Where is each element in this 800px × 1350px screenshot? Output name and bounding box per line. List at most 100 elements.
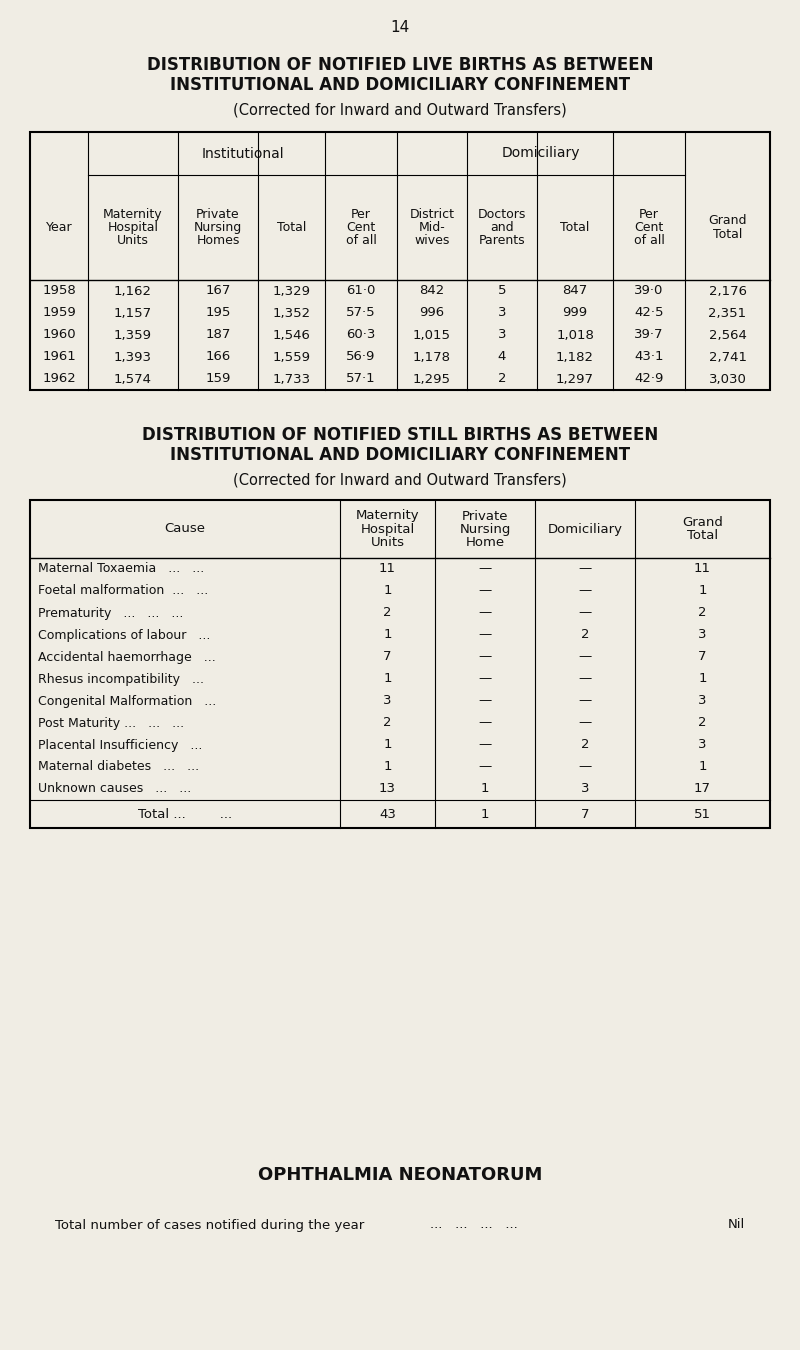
Text: 1,359: 1,359 <box>114 328 152 342</box>
Text: Private: Private <box>196 208 240 221</box>
Text: 3,030: 3,030 <box>709 373 746 386</box>
Text: 1: 1 <box>383 760 392 774</box>
Text: Hospital: Hospital <box>360 522 414 536</box>
Text: 14: 14 <box>390 20 410 35</box>
Text: 166: 166 <box>206 351 230 363</box>
Text: Nursing: Nursing <box>459 522 510 536</box>
Text: 1,178: 1,178 <box>413 351 451 363</box>
Text: 2: 2 <box>581 738 590 752</box>
Bar <box>30 132 770 390</box>
Text: 1,329: 1,329 <box>273 285 310 297</box>
Text: Units: Units <box>117 234 149 247</box>
Text: 1,182: 1,182 <box>556 351 594 363</box>
Text: 57·5: 57·5 <box>346 306 376 320</box>
Text: Total ...        ...: Total ... ... <box>138 807 232 821</box>
Text: Institutional: Institutional <box>201 147 284 161</box>
Text: Nil: Nil <box>728 1219 745 1231</box>
Text: 3: 3 <box>698 629 706 641</box>
Text: —: — <box>578 760 592 774</box>
Text: 7: 7 <box>383 651 392 663</box>
Text: —: — <box>478 585 492 598</box>
Text: 2: 2 <box>498 373 506 386</box>
Text: 39·7: 39·7 <box>634 328 664 342</box>
Text: 1,352: 1,352 <box>273 306 310 320</box>
Text: Post Maturity ...   ...   ...: Post Maturity ... ... ... <box>38 717 184 729</box>
Text: 195: 195 <box>206 306 230 320</box>
Text: Per: Per <box>639 208 659 221</box>
Text: Nursing: Nursing <box>194 221 242 234</box>
Text: 1: 1 <box>383 585 392 598</box>
Text: 1: 1 <box>698 585 706 598</box>
Text: 2,176: 2,176 <box>709 285 746 297</box>
Text: Units: Units <box>370 536 405 548</box>
Text: Maternity: Maternity <box>103 208 163 221</box>
Text: 1,546: 1,546 <box>273 328 310 342</box>
Text: 2,351: 2,351 <box>709 306 746 320</box>
Text: INSTITUTIONAL AND DOMICILIARY CONFINEMENT: INSTITUTIONAL AND DOMICILIARY CONFINEMEN… <box>170 76 630 95</box>
Text: Total: Total <box>277 221 306 234</box>
Text: 2: 2 <box>383 717 392 729</box>
Text: Total number of cases notified during the year: Total number of cases notified during th… <box>55 1219 364 1231</box>
Text: Total: Total <box>687 529 718 541</box>
Text: Foetal malformation  ...   ...: Foetal malformation ... ... <box>38 585 208 598</box>
Text: OPHTHALMIA NEONATORUM: OPHTHALMIA NEONATORUM <box>258 1166 542 1184</box>
Text: —: — <box>478 760 492 774</box>
Text: 1: 1 <box>383 629 392 641</box>
Text: Doctors: Doctors <box>478 208 526 221</box>
Text: —: — <box>478 629 492 641</box>
Text: Total: Total <box>560 221 590 234</box>
Text: 51: 51 <box>694 807 711 821</box>
Text: 39·0: 39·0 <box>634 285 664 297</box>
Text: —: — <box>578 585 592 598</box>
Text: Congenital Malformation   ...: Congenital Malformation ... <box>38 694 216 707</box>
Text: Per: Per <box>351 208 371 221</box>
Text: 4: 4 <box>498 351 506 363</box>
Text: —: — <box>478 651 492 663</box>
Text: 13: 13 <box>379 783 396 795</box>
Text: 57·1: 57·1 <box>346 373 376 386</box>
Text: 1,733: 1,733 <box>273 373 310 386</box>
Text: 43·1: 43·1 <box>634 351 664 363</box>
Text: Private: Private <box>462 509 508 522</box>
Text: —: — <box>478 563 492 575</box>
Text: 1,015: 1,015 <box>413 328 451 342</box>
Text: District: District <box>410 208 454 221</box>
Text: Cause: Cause <box>165 522 206 536</box>
Text: Domiciliary: Domiciliary <box>547 522 622 536</box>
Text: 1,018: 1,018 <box>556 328 594 342</box>
Text: 3: 3 <box>498 328 506 342</box>
Text: (Corrected for Inward and Outward Transfers): (Corrected for Inward and Outward Transf… <box>233 472 567 487</box>
Text: 1959: 1959 <box>42 306 76 320</box>
Text: 2,564: 2,564 <box>709 328 746 342</box>
Text: Accidental haemorrhage   ...: Accidental haemorrhage ... <box>38 651 216 663</box>
Text: 2: 2 <box>581 629 590 641</box>
Text: Complications of labour   ...: Complications of labour ... <box>38 629 210 641</box>
Text: —: — <box>478 694 492 707</box>
Text: 56·9: 56·9 <box>346 351 376 363</box>
Text: —: — <box>478 606 492 620</box>
Text: 842: 842 <box>419 285 445 297</box>
Text: 2: 2 <box>698 717 706 729</box>
Text: —: — <box>578 563 592 575</box>
Text: Maternal Toxaemia   ...   ...: Maternal Toxaemia ... ... <box>38 563 204 575</box>
Text: Maternity: Maternity <box>356 509 419 522</box>
Text: (Corrected for Inward and Outward Transfers): (Corrected for Inward and Outward Transf… <box>233 103 567 117</box>
Text: 1,162: 1,162 <box>114 285 152 297</box>
Text: Maternal diabetes   ...   ...: Maternal diabetes ... ... <box>38 760 199 774</box>
Text: 159: 159 <box>206 373 230 386</box>
Text: 847: 847 <box>562 285 588 297</box>
Text: 60·3: 60·3 <box>346 328 376 342</box>
Text: —: — <box>578 672 592 686</box>
Text: Domiciliary: Domiciliary <box>502 147 580 161</box>
Text: 7: 7 <box>698 651 706 663</box>
Text: 11: 11 <box>694 563 711 575</box>
Text: ...   ...   ...   ...: ... ... ... ... <box>430 1219 518 1231</box>
Text: 3: 3 <box>698 694 706 707</box>
Text: INSTITUTIONAL AND DOMICILIARY CONFINEMENT: INSTITUTIONAL AND DOMICILIARY CONFINEMEN… <box>170 446 630 464</box>
Text: —: — <box>578 717 592 729</box>
Text: Grand: Grand <box>708 215 746 228</box>
Text: 1: 1 <box>481 807 490 821</box>
Text: 996: 996 <box>419 306 445 320</box>
Text: of all: of all <box>346 234 377 247</box>
Text: 7: 7 <box>581 807 590 821</box>
